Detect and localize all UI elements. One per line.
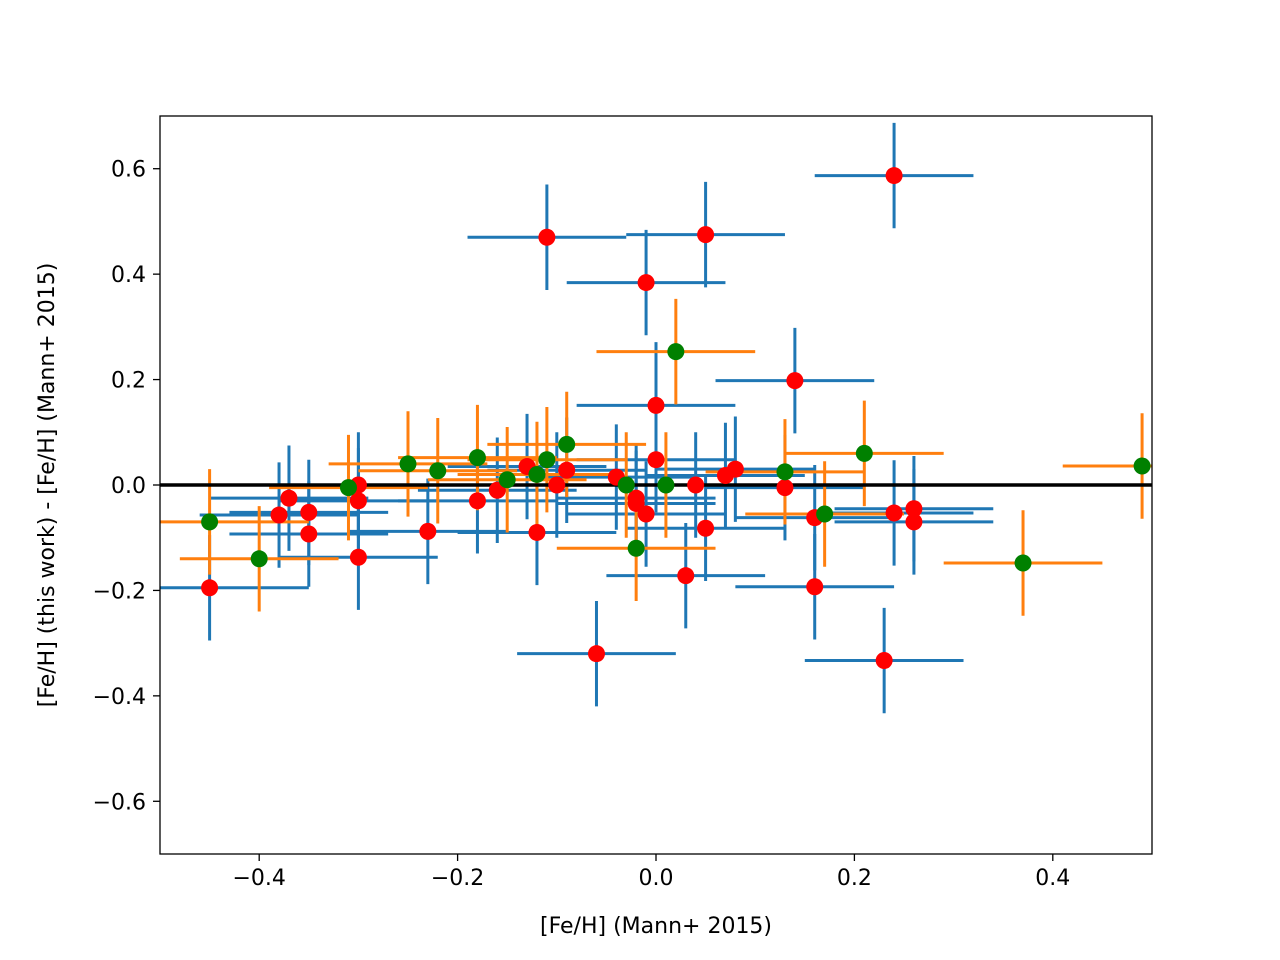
x-tick-label: 0.0 xyxy=(639,866,674,891)
x-axis: −0.4 −0.2 0.0 0.2 0.4 xyxy=(232,854,1070,891)
x-axis-label: [Fe/H] (Mann+ 2015) xyxy=(540,914,772,939)
y-tick-label: −0.6 xyxy=(93,790,146,815)
red-data-point-1 xyxy=(538,228,556,246)
y-tick-label: 0.2 xyxy=(111,369,146,394)
red-data-point-31 xyxy=(587,645,605,663)
green-data-point-1 xyxy=(250,550,268,568)
red-data-point-18 xyxy=(528,523,546,541)
red-data-point-28 xyxy=(697,519,715,537)
red-data-point-9 xyxy=(300,503,318,521)
green-data-point-17 xyxy=(1014,554,1032,572)
red-data-point-35 xyxy=(875,652,893,670)
red-data-point-8 xyxy=(270,506,288,524)
red-data-point-5 xyxy=(647,396,665,414)
green-data-point-10 xyxy=(617,476,635,494)
green-data-point-4 xyxy=(429,462,447,480)
y-tick-label: 0.0 xyxy=(111,474,146,499)
y-tick-label: −0.2 xyxy=(93,579,146,604)
red-data-point-26 xyxy=(677,567,695,585)
red-data-point-30 xyxy=(726,460,744,478)
green-data-point-7 xyxy=(528,465,546,483)
green-data-point-14 xyxy=(776,463,794,481)
red-data-point-13 xyxy=(201,579,219,597)
green-data-point-12 xyxy=(657,476,675,494)
y-tick-label: 0.4 xyxy=(111,263,146,288)
red-data-point-20 xyxy=(558,461,576,479)
red-data-point-11 xyxy=(349,492,367,510)
red-data-point-38 xyxy=(905,513,923,531)
y-tick-label: 0.6 xyxy=(111,158,146,183)
green-data-point-0 xyxy=(201,513,219,531)
red-data-point-24 xyxy=(637,505,655,523)
green-data-point-2 xyxy=(339,479,357,497)
red-data-point-34 xyxy=(806,578,824,596)
green-data-point-9 xyxy=(558,435,576,453)
green-data-point-13 xyxy=(667,343,685,361)
red-data-point-15 xyxy=(468,492,486,510)
marker-layer xyxy=(201,167,1151,670)
x-tick-label: 0.2 xyxy=(837,866,872,891)
x-tick-label: −0.4 xyxy=(232,866,285,891)
red-data-point-27 xyxy=(687,476,705,494)
red-data-point-12 xyxy=(349,548,367,566)
green-data-point-3 xyxy=(399,455,417,473)
red-data-point-0 xyxy=(885,167,903,185)
red-data-point-3 xyxy=(637,274,655,292)
y-tick-label: −0.4 xyxy=(93,685,146,710)
green-data-point-15 xyxy=(816,505,834,523)
red-data-point-4 xyxy=(786,372,804,390)
green-data-point-6 xyxy=(498,471,516,489)
red-data-point-7 xyxy=(280,489,298,507)
red-data-point-10 xyxy=(300,525,318,543)
red-data-point-14 xyxy=(419,522,437,540)
y-axis-label: [Fe/H] (this work) - [Fe/H] (Mann+ 2015) xyxy=(35,263,60,708)
red-data-point-36 xyxy=(885,504,903,522)
green-data-point-18 xyxy=(1133,457,1151,475)
green-data-point-16 xyxy=(855,444,873,462)
red-data-point-19 xyxy=(548,476,566,494)
x-tick-label: 0.4 xyxy=(1035,866,1070,891)
red-data-point-25 xyxy=(647,451,665,469)
red-data-point-37 xyxy=(905,500,923,518)
x-tick-label: −0.2 xyxy=(431,866,484,891)
y-axis: 0.6 0.4 0.2 0.0 −0.2 −0.4 −0.6 xyxy=(93,158,160,815)
red-data-point-32 xyxy=(776,479,794,497)
green-data-point-8 xyxy=(538,451,556,469)
green-data-point-5 xyxy=(468,449,486,467)
green-data-point-11 xyxy=(627,539,645,557)
red-data-point-2 xyxy=(697,226,715,244)
